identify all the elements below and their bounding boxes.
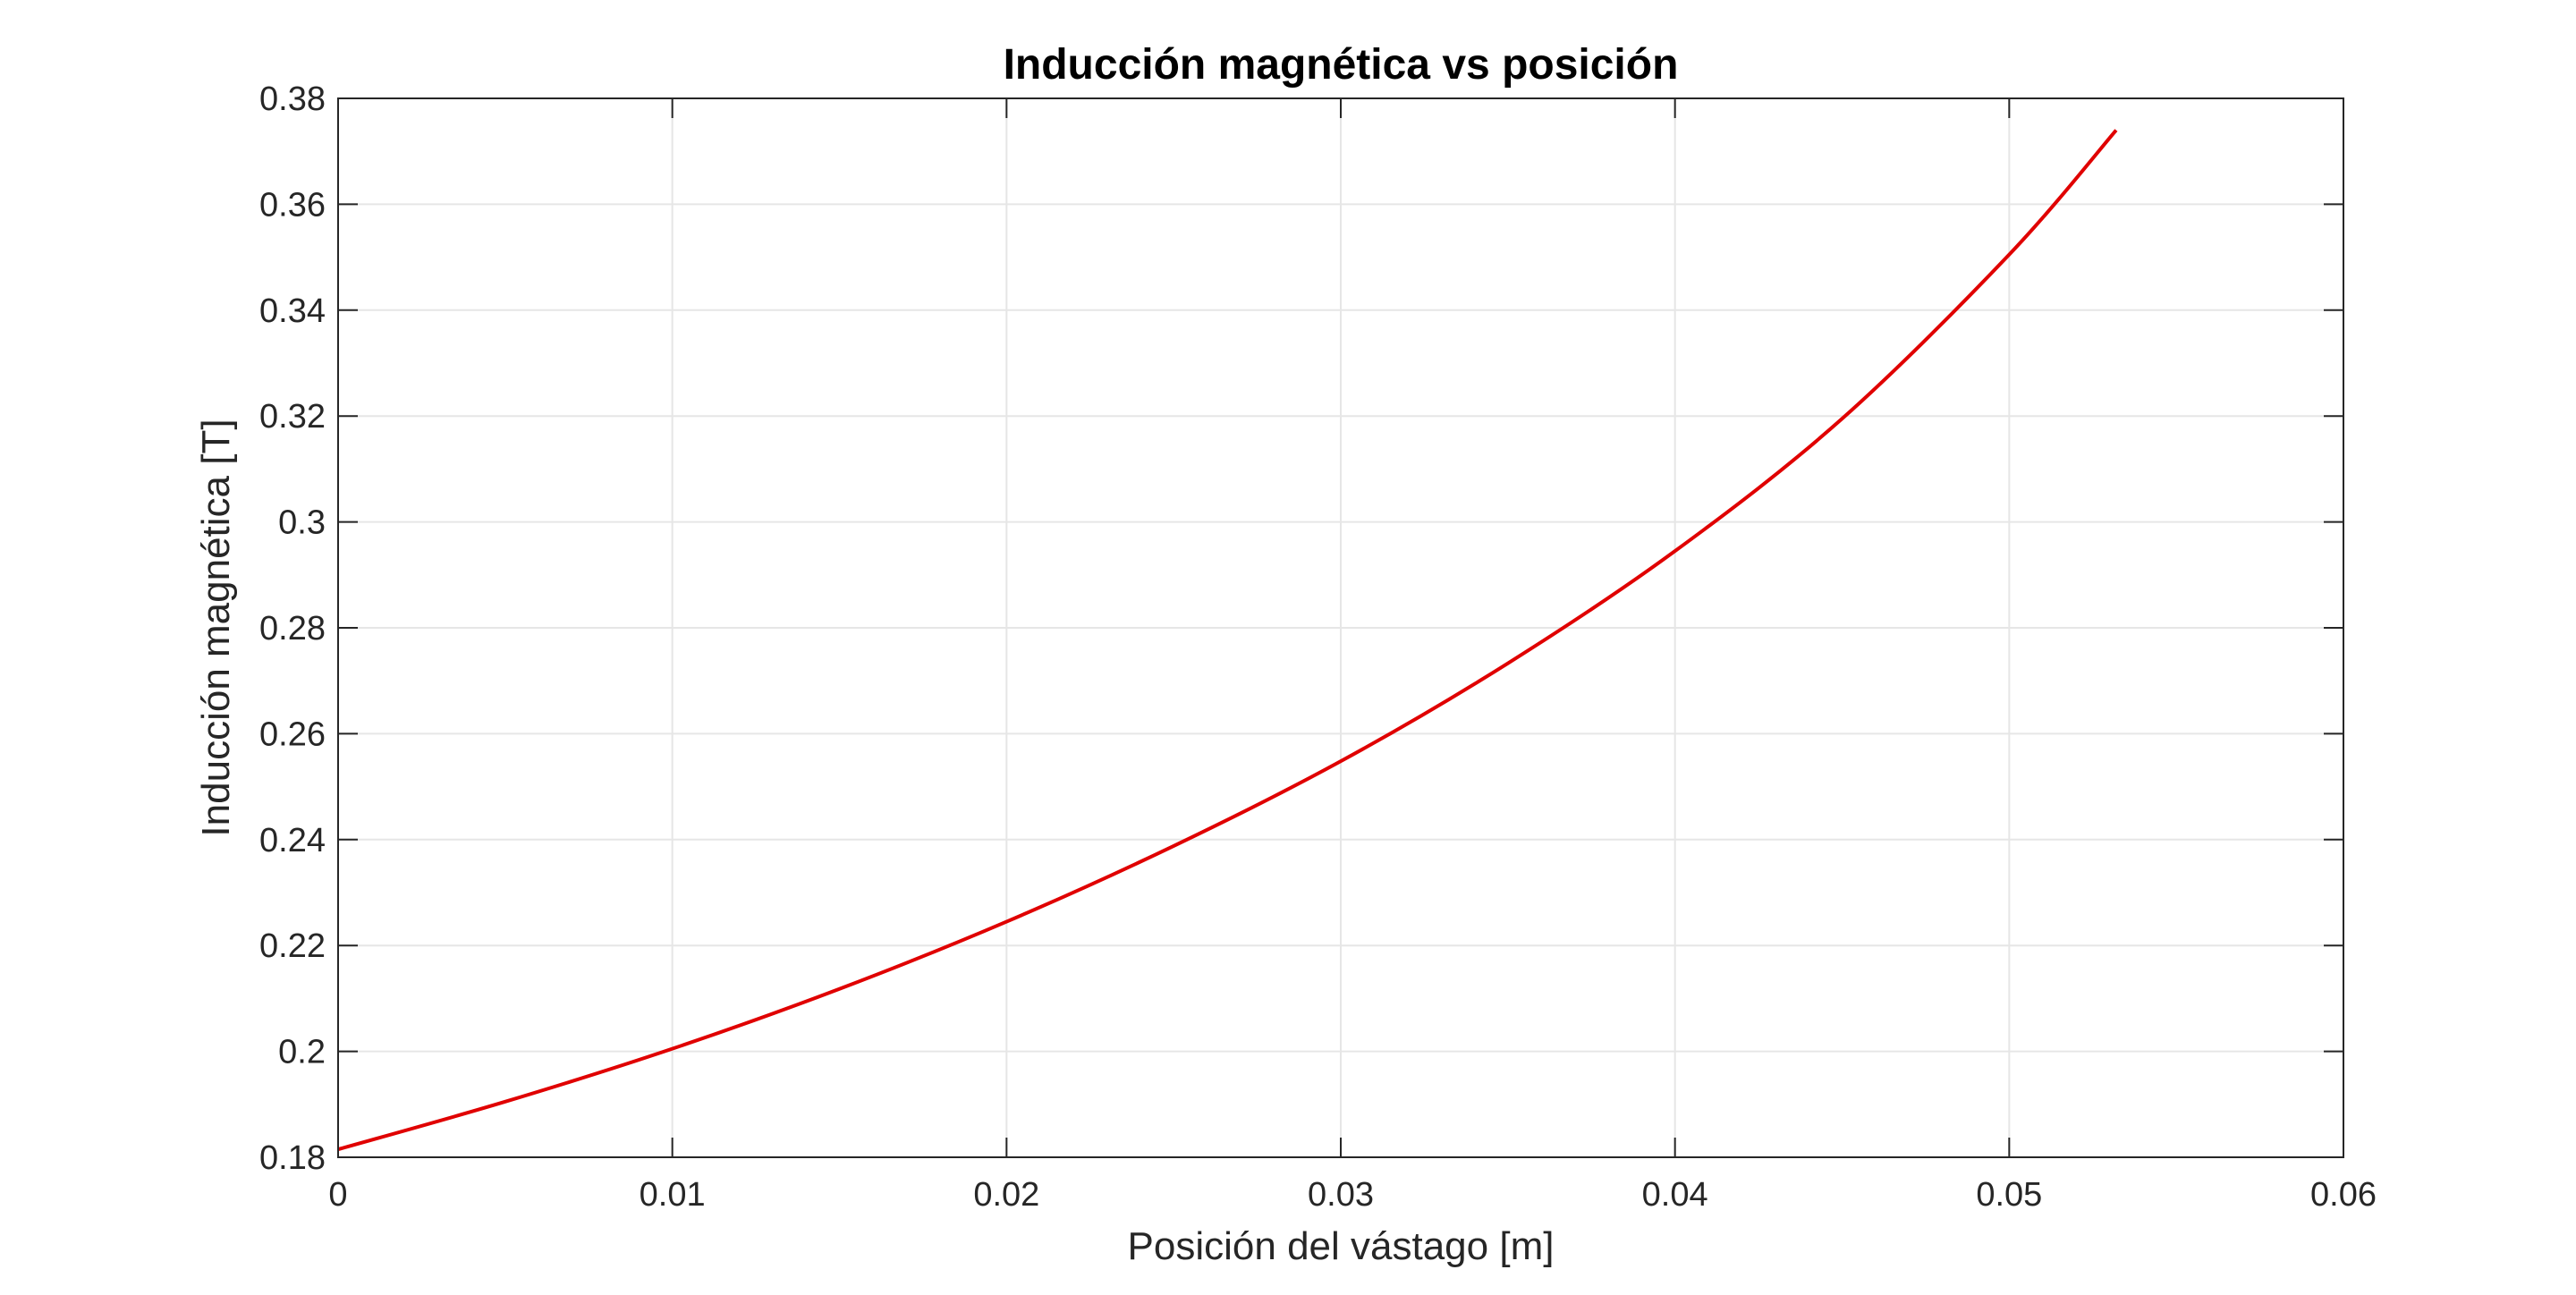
x-tick-label: 0.06 xyxy=(2310,1176,2377,1214)
plot-frame xyxy=(337,97,2344,1158)
x-tick-label: 0.01 xyxy=(640,1176,706,1214)
y-tick-label: 0.18 xyxy=(259,1139,326,1177)
x-tick-label: 0 xyxy=(328,1176,347,1214)
y-tick-label: 0.22 xyxy=(259,927,326,965)
x-tick-label: 0.04 xyxy=(1642,1176,1708,1214)
y-axis-label: Inducción magnética [T] xyxy=(194,419,238,836)
series-layer xyxy=(337,129,2118,1152)
y-tick-label: 0.38 xyxy=(259,80,326,118)
y-tick-labels: 0.18 0.2 0.22 0.24 0.26 0.28 0.3 0.32 0.34 0.36 0.… xyxy=(259,80,326,1177)
y-tick-label: 0.3 xyxy=(278,504,326,542)
x-tick-label: 0.02 xyxy=(973,1176,1039,1214)
y-tick-label: 0.36 xyxy=(259,186,326,224)
y-tick-label: 0.2 xyxy=(278,1034,326,1071)
x-tick-label: 0.05 xyxy=(1976,1176,2042,1214)
x-tick-labels: 0 0.01 0.02 0.03 0.04 0.05 0.06 xyxy=(328,1176,2377,1214)
series-line xyxy=(337,129,2118,1152)
y-tick-label: 0.24 xyxy=(259,822,326,859)
y-tick-label: 0.28 xyxy=(259,610,326,648)
chart-title: Inducción magnética vs posición xyxy=(1004,41,1679,89)
y-tick-label: 0.26 xyxy=(259,715,326,753)
y-tick-label: 0.34 xyxy=(259,292,326,330)
y-tick-label: 0.32 xyxy=(259,398,326,436)
x-tick-label: 0.03 xyxy=(1308,1176,1374,1214)
x-axis-label: Posición del vástago [m] xyxy=(1128,1224,1555,1268)
